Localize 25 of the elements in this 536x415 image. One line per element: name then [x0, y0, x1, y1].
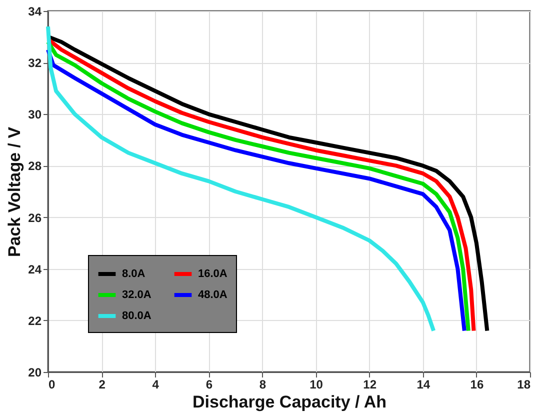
legend-label: 48.0A [198, 289, 228, 301]
y-tick-label: 30 [28, 108, 42, 122]
y-tick-label: 34 [28, 4, 42, 18]
x-tick-label: 4 [152, 378, 160, 392]
x-tick-label: 8 [259, 378, 266, 392]
y-tick-label: 26 [28, 210, 42, 225]
y-tick-label: 32 [28, 56, 42, 70]
x-axis-title: Discharge Capacity / Ah [192, 392, 386, 412]
y-tick-label: 20 [28, 366, 42, 380]
x-tick-label: 0 [48, 378, 56, 392]
y-tick-label: 22 [28, 314, 42, 328]
x-tick-label: 18 [517, 378, 531, 392]
y-tick-label: 28 [28, 159, 42, 174]
legend-label: 80.0A [122, 310, 152, 322]
x-tick-label: 2 [98, 378, 106, 392]
x-tick-label: 12 [363, 378, 377, 392]
x-tick-label: 10 [310, 378, 324, 392]
legend-label: 8.0A [122, 268, 146, 280]
x-tick-label: 14 [416, 378, 430, 392]
y-tick-label: 24 [28, 262, 42, 276]
legend-label: 16.0A [198, 268, 228, 280]
legend-label: 32.0A [122, 289, 152, 301]
y-axis-title: Pack Voltage / V [5, 126, 24, 258]
x-tick-label: 6 [206, 378, 213, 392]
x-tick-label: 16 [470, 378, 484, 392]
